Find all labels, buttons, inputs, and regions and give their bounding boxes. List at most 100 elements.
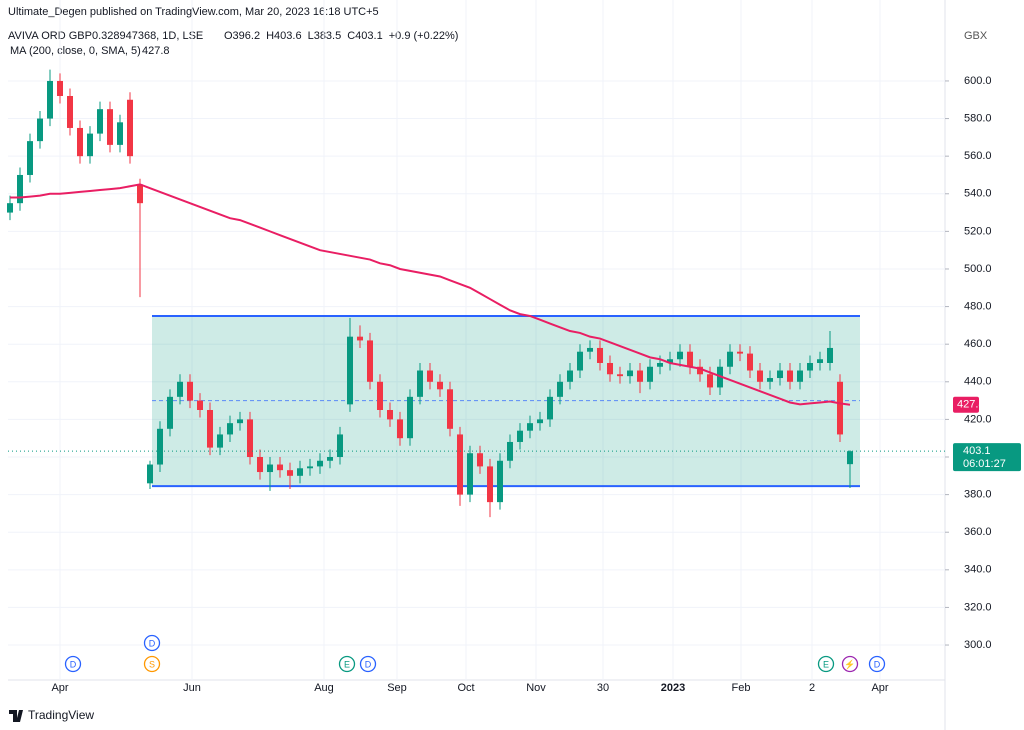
y-tick-label: 440.0 xyxy=(964,376,992,388)
x-tick-label: Apr xyxy=(51,682,68,694)
x-tick-label: Jun xyxy=(183,682,201,694)
y-tick-label: 580.0 xyxy=(964,112,992,124)
candle-body xyxy=(297,468,303,476)
candle-body xyxy=(77,127,83,157)
x-tick-label: Aug xyxy=(314,682,334,694)
candle-body xyxy=(487,466,493,503)
y-tick-label: 600.0 xyxy=(964,75,992,87)
x-tick-label: 2 xyxy=(809,682,815,694)
candle-body xyxy=(97,109,103,134)
candle-body xyxy=(37,118,43,142)
event-label: E xyxy=(344,659,350,669)
candle-body xyxy=(327,457,333,461)
candle-body xyxy=(337,434,343,458)
ohlc-value: C403.1 xyxy=(347,30,382,42)
candle-body xyxy=(257,457,263,473)
y-tick-label: 520.0 xyxy=(964,225,992,237)
candle-body xyxy=(277,464,283,471)
event-badge xyxy=(143,655,161,673)
countdown: 06:01:27 xyxy=(963,458,1006,470)
candle-body xyxy=(267,464,273,473)
event-badge xyxy=(359,655,377,673)
candle-body xyxy=(167,396,173,429)
candle-body xyxy=(387,409,393,420)
y-tick-label: 340.0 xyxy=(964,564,992,576)
candle-body xyxy=(667,359,673,363)
candle-body xyxy=(477,453,483,467)
candle-body xyxy=(287,470,293,476)
candle-body xyxy=(147,464,153,484)
candle-body xyxy=(777,370,783,379)
y-tick-label: 300.0 xyxy=(964,639,992,651)
candle-body xyxy=(787,370,793,382)
candle-body xyxy=(557,381,563,397)
x-tick-label: 30 xyxy=(597,682,609,694)
ma-value: 427.8 xyxy=(142,45,170,57)
ma-legend: MA (200, close, 0, SMA, 5) xyxy=(10,45,141,57)
y-tick-label: 500.0 xyxy=(964,263,992,275)
candle-body xyxy=(57,80,63,96)
candle-body xyxy=(237,419,243,424)
candle-body xyxy=(187,381,193,401)
candle-body xyxy=(67,95,73,128)
event-label: D xyxy=(70,659,77,669)
candle-body xyxy=(567,370,573,382)
event-label: D xyxy=(874,659,881,669)
candle-body xyxy=(307,466,313,469)
candle-body xyxy=(437,381,443,390)
event-badge xyxy=(143,634,161,652)
ohlc-value: +0.9 (+0.22%) xyxy=(389,30,459,42)
y-tick-label: 320.0 xyxy=(964,601,992,613)
candle-body xyxy=(837,381,843,435)
candle-body xyxy=(747,353,753,371)
ohlc-value: H403.6 xyxy=(266,30,301,42)
event-label: ⚡ xyxy=(844,658,855,670)
ohlc-value: O396.2 xyxy=(224,30,260,42)
symbol: AVIVA ORD GBP0.328947368, 1D, LSE xyxy=(8,30,203,42)
candle-body xyxy=(527,423,533,431)
x-tick-label: Apr xyxy=(871,682,888,694)
candle-body xyxy=(227,423,233,435)
x-tick-label: Oct xyxy=(457,682,474,694)
candle-body xyxy=(637,370,643,382)
candle-body xyxy=(417,370,423,397)
candle-body xyxy=(157,428,163,465)
y-tick-label: 480.0 xyxy=(964,300,992,312)
event-badge xyxy=(817,655,835,673)
last-price-badge xyxy=(953,443,1021,472)
x-tick-label: 2023 xyxy=(661,682,685,694)
candle-body xyxy=(197,400,203,410)
candle-body xyxy=(17,174,23,204)
candle-body xyxy=(7,203,13,213)
candle-body xyxy=(807,362,813,371)
event-badge xyxy=(868,655,886,673)
event-label: D xyxy=(149,638,156,648)
y-tick-label: 540.0 xyxy=(964,188,992,200)
ma-line xyxy=(10,183,851,406)
x-tick-label: Feb xyxy=(732,682,751,694)
y-tick-label: 560.0 xyxy=(964,150,992,162)
candle-body xyxy=(427,370,433,382)
candle-body xyxy=(27,141,33,175)
event-label: S xyxy=(149,659,155,669)
candle-body xyxy=(647,366,653,382)
candle-body xyxy=(347,336,353,405)
ma-badge xyxy=(953,396,979,413)
candle-body xyxy=(107,109,113,145)
candle-body xyxy=(697,366,703,375)
y-tick-label: 460.0 xyxy=(964,338,992,350)
candle-body xyxy=(377,381,383,410)
candle-body xyxy=(497,460,503,503)
y-tick-label: 420.0 xyxy=(964,413,992,425)
currency: GBX xyxy=(964,30,988,42)
event-label: D xyxy=(365,659,372,669)
candle-body xyxy=(687,351,693,367)
candle-body xyxy=(627,370,633,377)
candle-body xyxy=(677,351,683,360)
x-tick-label: Nov xyxy=(526,682,546,694)
candle-body xyxy=(207,409,213,448)
y-tick-label: 360.0 xyxy=(964,526,992,538)
candle-body xyxy=(737,351,743,354)
candle-body xyxy=(797,370,803,382)
